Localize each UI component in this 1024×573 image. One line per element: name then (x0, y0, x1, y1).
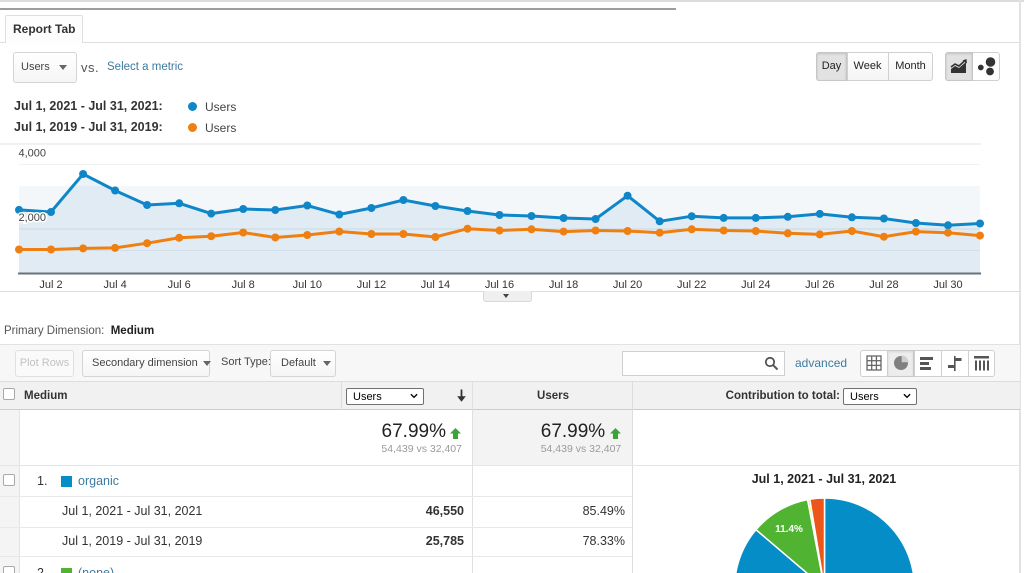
svg-text:Jul 28: Jul 28 (869, 279, 898, 291)
svg-text:Jul 6: Jul 6 (168, 279, 191, 291)
svg-text:Jul 24: Jul 24 (741, 279, 770, 291)
svg-text:Jul 20: Jul 20 (613, 279, 642, 291)
svg-text:Jul 8: Jul 8 (232, 279, 255, 291)
svg-text:4,000: 4,000 (18, 148, 46, 160)
svg-text:Jul 10: Jul 10 (293, 279, 322, 291)
svg-text:Jul 14: Jul 14 (421, 279, 450, 291)
svg-text:Jul 12: Jul 12 (357, 279, 386, 291)
svg-text:11.4%: 11.4% (775, 524, 803, 535)
svg-text:Jul 16: Jul 16 (485, 279, 514, 291)
svg-text:Jul 22: Jul 22 (677, 279, 706, 291)
svg-text:Jul 4: Jul 4 (103, 279, 126, 291)
svg-text:Jul 26: Jul 26 (805, 279, 834, 291)
svg-text:Jul 18: Jul 18 (549, 279, 578, 291)
svg-text:2,000: 2,000 (18, 212, 46, 224)
svg-text:Jul 30: Jul 30 (933, 279, 962, 291)
svg-text:Jul 2: Jul 2 (39, 279, 62, 291)
